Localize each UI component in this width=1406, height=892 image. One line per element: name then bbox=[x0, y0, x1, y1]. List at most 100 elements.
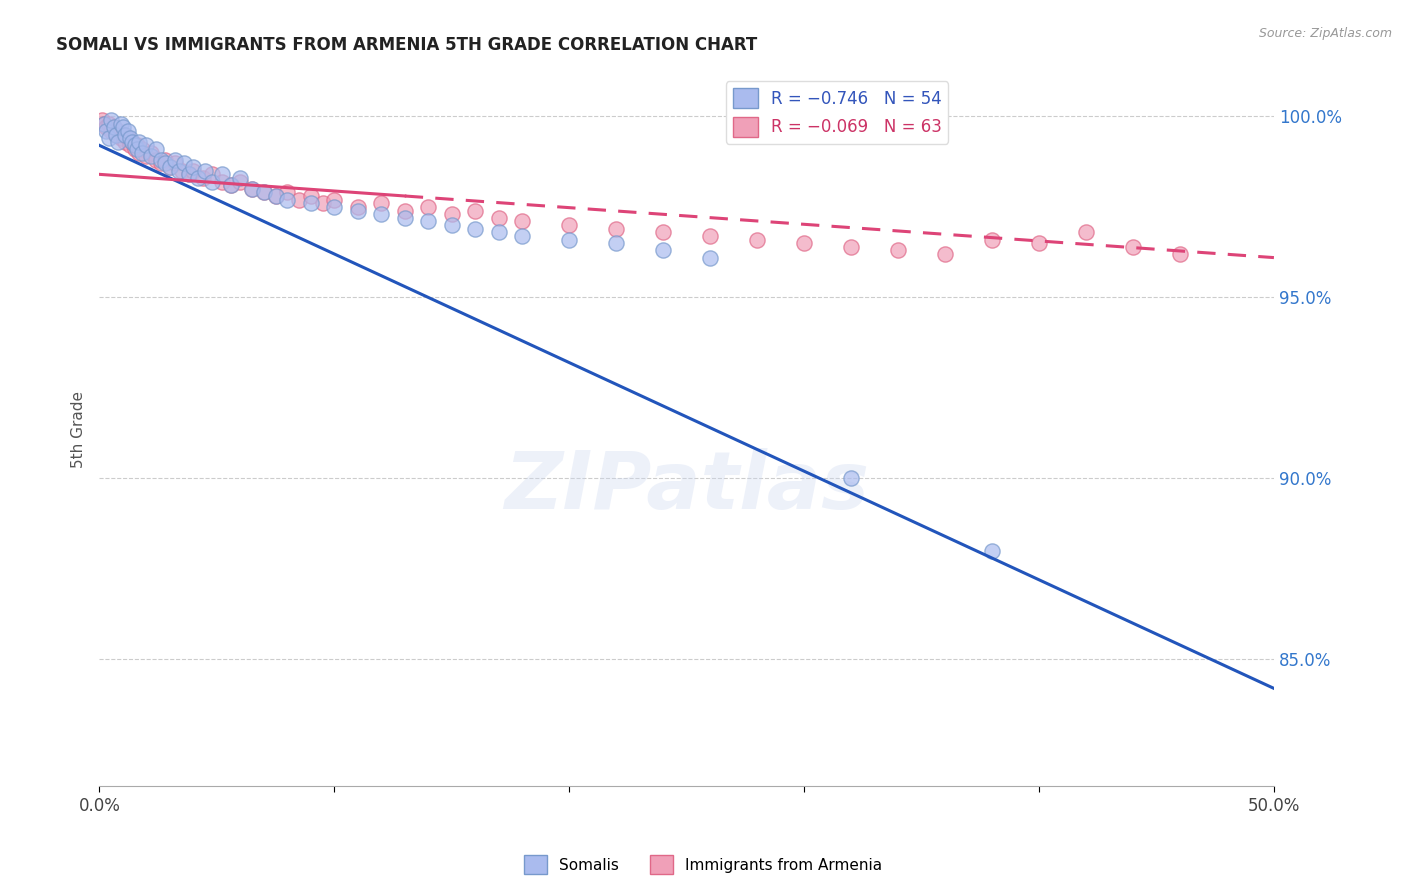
Point bbox=[418, 214, 440, 228]
Point bbox=[1168, 247, 1191, 261]
Point bbox=[159, 160, 181, 174]
Point bbox=[107, 124, 129, 138]
Point bbox=[125, 142, 148, 156]
Point bbox=[605, 236, 627, 251]
Point bbox=[558, 233, 581, 247]
Point bbox=[128, 135, 150, 149]
Point bbox=[747, 233, 769, 247]
Point bbox=[128, 145, 150, 160]
Point bbox=[163, 153, 186, 167]
Point bbox=[510, 228, 533, 243]
Point bbox=[346, 200, 368, 214]
Point bbox=[93, 117, 115, 131]
Point bbox=[149, 156, 172, 170]
Point bbox=[97, 117, 120, 131]
Point bbox=[311, 196, 333, 211]
Point bbox=[145, 153, 167, 167]
Point bbox=[1122, 240, 1144, 254]
Point bbox=[114, 135, 136, 149]
Text: Source: ZipAtlas.com: Source: ZipAtlas.com bbox=[1258, 27, 1392, 40]
Point bbox=[464, 203, 486, 218]
Point bbox=[177, 167, 200, 181]
Point bbox=[96, 124, 118, 138]
Point bbox=[652, 225, 675, 239]
Point bbox=[264, 189, 287, 203]
Point bbox=[149, 153, 172, 167]
Point bbox=[163, 156, 186, 170]
Point bbox=[323, 193, 346, 207]
Point bbox=[177, 167, 200, 181]
Point bbox=[288, 193, 311, 207]
Legend: Somalis, Immigrants from Armenia: Somalis, Immigrants from Armenia bbox=[517, 849, 889, 880]
Point bbox=[370, 196, 392, 211]
Point bbox=[276, 193, 298, 207]
Point bbox=[1028, 236, 1050, 251]
Point bbox=[510, 214, 533, 228]
Point bbox=[139, 149, 162, 163]
Point bbox=[981, 544, 1004, 558]
Point bbox=[418, 200, 440, 214]
Point bbox=[240, 182, 263, 196]
Point bbox=[139, 145, 162, 160]
Point bbox=[934, 247, 956, 261]
Point bbox=[170, 163, 193, 178]
Point bbox=[117, 131, 139, 145]
Y-axis label: 5th Grade: 5th Grade bbox=[72, 391, 86, 468]
Point bbox=[114, 128, 136, 142]
Point bbox=[346, 203, 368, 218]
Point bbox=[118, 138, 141, 153]
Point bbox=[117, 124, 139, 138]
Point bbox=[187, 171, 209, 186]
Point bbox=[488, 211, 510, 225]
Point bbox=[183, 160, 205, 174]
Text: SOMALI VS IMMIGRANTS FROM ARMENIA 5TH GRADE CORRELATION CHART: SOMALI VS IMMIGRANTS FROM ARMENIA 5TH GR… bbox=[56, 36, 758, 54]
Point bbox=[605, 221, 627, 235]
Point bbox=[299, 196, 322, 211]
Point bbox=[229, 175, 252, 189]
Point bbox=[839, 471, 862, 485]
Point bbox=[440, 207, 463, 221]
Point bbox=[253, 186, 276, 200]
Point bbox=[131, 145, 153, 160]
Point bbox=[699, 251, 721, 265]
Point bbox=[219, 178, 242, 193]
Point bbox=[370, 207, 392, 221]
Point bbox=[219, 178, 242, 193]
Point bbox=[253, 186, 276, 200]
Point bbox=[110, 131, 132, 145]
Point bbox=[191, 171, 214, 186]
Point bbox=[887, 244, 910, 258]
Point bbox=[90, 113, 112, 128]
Point bbox=[488, 225, 510, 239]
Point bbox=[299, 189, 322, 203]
Point bbox=[839, 240, 862, 254]
Point bbox=[155, 153, 177, 167]
Point bbox=[1074, 225, 1097, 239]
Legend: R = −0.746   N = 54, R = −0.069   N = 63: R = −0.746 N = 54, R = −0.069 N = 63 bbox=[725, 81, 949, 144]
Point bbox=[194, 163, 217, 178]
Point bbox=[464, 221, 486, 235]
Point bbox=[211, 175, 233, 189]
Point bbox=[121, 135, 143, 149]
Point bbox=[124, 142, 146, 156]
Point bbox=[103, 120, 125, 135]
Point bbox=[159, 160, 181, 174]
Point bbox=[240, 182, 263, 196]
Point bbox=[652, 244, 675, 258]
Point bbox=[124, 138, 146, 153]
Point bbox=[103, 120, 125, 135]
Point bbox=[93, 117, 115, 131]
Point bbox=[131, 142, 153, 156]
Point bbox=[981, 233, 1004, 247]
Point bbox=[201, 175, 224, 189]
Point bbox=[183, 163, 205, 178]
Point bbox=[97, 131, 120, 145]
Point bbox=[110, 117, 132, 131]
Point bbox=[323, 200, 346, 214]
Point bbox=[558, 218, 581, 232]
Point bbox=[111, 120, 134, 135]
Point bbox=[173, 156, 195, 170]
Point bbox=[155, 156, 177, 170]
Point bbox=[699, 228, 721, 243]
Point bbox=[107, 135, 129, 149]
